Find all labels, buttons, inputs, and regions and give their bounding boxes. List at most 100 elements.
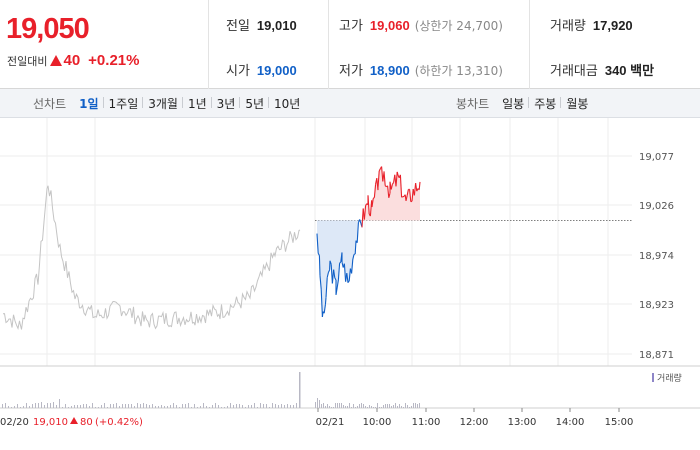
tab-3month[interactable]: 3개월 (142, 95, 183, 112)
volume-bar (385, 404, 386, 408)
intraday-chart[interactable]: 19,077 19,026 18,974 18,923 18,871 02/21 10:00… (0, 118, 700, 450)
volume-bar (2, 404, 3, 408)
today-price-segment (335, 287, 338, 295)
up-triangle-icon (50, 55, 63, 66)
prev-day-change: 80 (80, 417, 93, 428)
tab-5year[interactable]: 5년 (239, 95, 269, 112)
current-price-box: 19,050 전일대비 40 +0.21% (0, 0, 209, 89)
volume-bar (173, 403, 174, 408)
volume-bar (194, 404, 195, 408)
volume-bar (335, 403, 336, 408)
stat-column-3: 거래량 17,920 거래대금 340 백만 (531, 0, 700, 89)
volume-bar (62, 407, 63, 408)
volume-bar (413, 403, 414, 408)
volume-bar (53, 402, 54, 408)
tab-weekly-candle[interactable]: 주봉 (528, 95, 561, 112)
volume-bar (323, 403, 324, 408)
volume-bar (266, 404, 267, 408)
tab-3year[interactable]: 3년 (210, 95, 241, 112)
volume-bar (80, 405, 81, 408)
volume-bar (131, 404, 132, 408)
volume-bar (161, 405, 162, 408)
volume-bar (83, 404, 84, 408)
today-price-segment (395, 171, 398, 187)
volume-bar (122, 404, 123, 408)
volume-bar (269, 407, 270, 408)
today-price-segment (378, 168, 381, 172)
volume-bar (367, 407, 368, 408)
low-value: 18,900 (369, 63, 410, 78)
volume-bar (375, 407, 376, 408)
volume-bar (263, 404, 264, 408)
y-tick-label: 19,026 (639, 201, 674, 212)
volume-bar (278, 405, 279, 408)
today-price-segment (336, 279, 339, 288)
volume-bar (369, 405, 370, 408)
tab-monthly-candle[interactable]: 월봉 (560, 95, 593, 112)
volume-bar (218, 405, 219, 408)
volume-bar (419, 403, 420, 408)
volume-bar (155, 406, 156, 408)
line-chart-tabs: 선차트 1일 1주일 3개월 1년 3년 5년 10년 (33, 89, 305, 118)
volume-bar (281, 404, 282, 408)
line-chart-title: 선차트 (33, 97, 67, 111)
volume-bar (399, 404, 400, 408)
volume-bar (116, 403, 117, 408)
volume-bar (74, 405, 75, 408)
volume-bar (239, 404, 240, 408)
volume-bar (179, 407, 180, 408)
x-tick-label: 14:00 (556, 417, 585, 428)
tab-1day[interactable]: 1일 (79, 97, 99, 111)
volume-bar (373, 407, 374, 408)
volume-bar (143, 403, 144, 408)
amount-value: 340 백만 (604, 63, 655, 78)
area-fills (317, 166, 420, 317)
volume-bar (319, 400, 320, 408)
tab-10year[interactable]: 10년 (268, 95, 305, 112)
chart-canvas: 19,077 19,026 18,974 18,923 18,871 02/21 10:00… (0, 118, 700, 428)
volume-bar (254, 403, 255, 408)
today-price-segment (371, 198, 374, 208)
volume-bar (333, 407, 334, 408)
high-label: 고가 (339, 19, 363, 34)
volume-bar (227, 406, 228, 408)
volume-legend-mark (652, 373, 654, 382)
price-lines (2, 166, 421, 331)
prev-close-value: 19,010 (256, 18, 297, 33)
tab-1year[interactable]: 1년 (181, 95, 212, 112)
today-price-segment (325, 277, 328, 298)
volume-bar (257, 407, 258, 408)
volume-bar (17, 404, 18, 408)
volume-bar (245, 407, 246, 408)
volume-bar (325, 406, 326, 408)
volume-bar (315, 402, 316, 408)
volume-bar (221, 407, 222, 408)
volume-bar (383, 405, 384, 408)
today-price-segment (363, 205, 367, 220)
today-price-segment (323, 304, 326, 314)
today-price-segment (399, 174, 403, 198)
volume-bar (152, 404, 153, 408)
volume-bar (158, 406, 159, 408)
volume-bar (357, 406, 358, 408)
y-tick-label: 18,923 (639, 300, 674, 311)
today-price-segment (411, 188, 414, 202)
volume-bar (212, 405, 213, 408)
tab-1week[interactable]: 1주일 (102, 95, 144, 112)
volume-bar (415, 403, 416, 408)
volume-bar (343, 405, 344, 408)
volume-bar (377, 403, 378, 408)
volume-bar (417, 404, 418, 408)
volume-bar (242, 405, 243, 408)
volume-bar (329, 406, 330, 408)
amount-label: 거래대금 (550, 64, 598, 79)
tab-daily-candle[interactable]: 일봉 (502, 97, 525, 111)
volume-bar (248, 405, 249, 408)
today-price-segment (316, 233, 319, 254)
volume-bar (405, 403, 406, 408)
today-price-segment (343, 263, 347, 282)
volume-bar (35, 403, 36, 408)
prev-day-up-icon (70, 417, 78, 424)
volume-bar (353, 404, 354, 408)
volume-bar (23, 406, 24, 408)
